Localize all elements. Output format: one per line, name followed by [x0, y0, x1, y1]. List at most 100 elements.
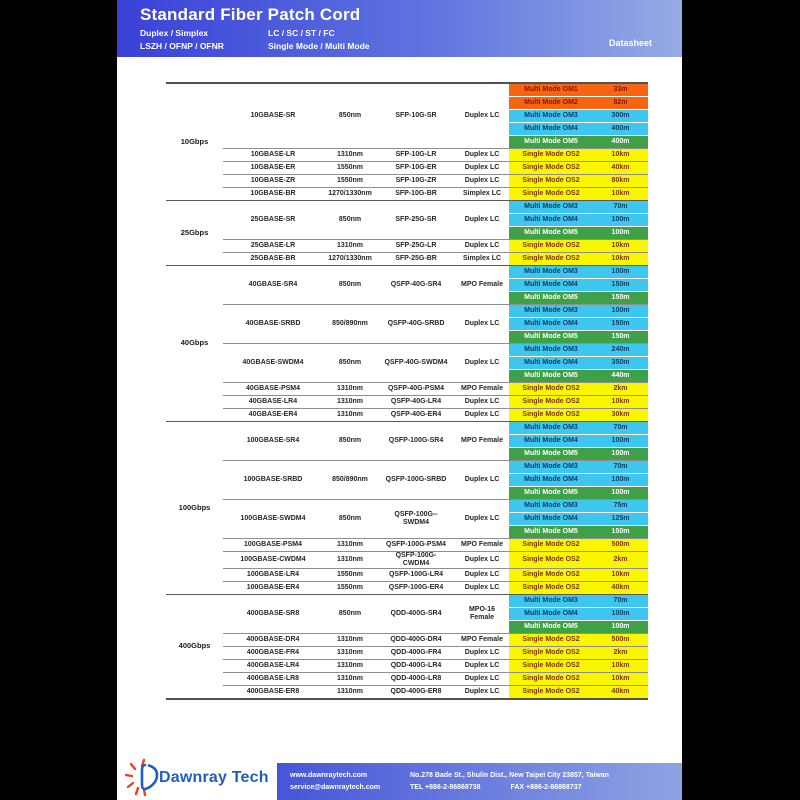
table-row: Multi Mode OM5 150m	[166, 291, 648, 305]
transceiver-cell: QDD-400G-SR4	[377, 594, 455, 634]
fiber-mode-cell: Multi Mode OM4	[509, 317, 593, 331]
fiber-mode-cell: Multi Mode OM4	[509, 434, 593, 448]
table-row: 25Gbps 25GBASE-SR 850nm SFP-25G-SR Duplex LC…	[166, 200, 648, 266]
table-row: 10GBASE-BR 1270/1330nm SFP-10G-BR Simplex L…	[166, 187, 648, 201]
distance-cell: 500m	[593, 633, 648, 647]
page-title: Standard Fiber Patch Cord	[140, 5, 361, 24]
fiber-mode-cell: Multi Mode OM1	[509, 82, 593, 97]
distance-cell: 70m	[593, 460, 648, 474]
distance-cell: 100m	[593, 265, 648, 279]
table-row: 10GBASE-LR 1310nm SFP-10G-LR Duplex LC Singl…	[166, 148, 648, 162]
fiber-mode-cell: Multi Mode OM5	[509, 486, 593, 500]
fiber-mode-cell: Multi Mode OM5	[509, 226, 593, 240]
fiber-mode-cell: Multi Mode OM4	[509, 278, 593, 292]
connector-cell: Duplex LC	[455, 174, 509, 188]
model-cell: 400GBASE-SR8	[223, 594, 323, 634]
fiber-mode-cell: Multi Mode OM5	[509, 447, 593, 461]
wavelength-cell: 850/890nm	[323, 304, 377, 344]
fiber-mode-cell: Single Mode OS2	[509, 174, 593, 188]
table-row: Multi Mode OM3 300m	[166, 109, 648, 123]
sun-icon	[125, 758, 159, 797]
footer-fax: FAX +886-2-86868737	[510, 783, 582, 791]
distance-cell: 100m	[593, 486, 648, 500]
fiber-mode-cell: Single Mode OS2	[509, 581, 593, 595]
fiber-mode-cell: Multi Mode OM5	[509, 135, 593, 149]
distance-cell: 10km	[593, 659, 648, 673]
wavelength-cell: 1550nm	[323, 161, 377, 175]
fiber-mode-cell: Multi Mode OM4	[509, 512, 593, 526]
wavelength-cell: 1550nm	[323, 581, 377, 595]
distance-cell: 125m	[593, 512, 648, 526]
distance-cell: 100m	[593, 434, 648, 448]
distance-cell: 70m	[593, 594, 648, 608]
distance-cell: 350m	[593, 356, 648, 370]
distance-cell: 440m	[593, 369, 648, 383]
distance-cell: 400m	[593, 135, 648, 149]
category-cell: 400Gbps	[166, 594, 223, 700]
table-row: 40GBASE-ER4 1310nm QSFP-40G-ER4 Duplex LC Si…	[166, 408, 648, 422]
fiber-mode-cell: Multi Mode OM3	[509, 499, 593, 513]
model-cell: 10GBASE-BR	[223, 187, 323, 201]
connector-cell: Duplex LC	[455, 82, 509, 149]
model-cell: 400GBASE-FR4	[223, 646, 323, 660]
transceiver-cell: QSFP-40G-SR4	[377, 265, 455, 305]
distance-cell: 70m	[593, 421, 648, 435]
connector-cell: Duplex LC	[455, 239, 509, 253]
model-cell: 10GBASE-ER	[223, 161, 323, 175]
fiber-mode-cell: Single Mode OS2	[509, 161, 593, 175]
table-row: 400GBASE-ER8 1310nm QDD-400G-ER8 Duplex LC S…	[166, 685, 648, 700]
patch-table-body: 10Gbps 10GBASE-SR 850nm SFP-10G-SR Duplex LC…	[166, 82, 648, 700]
fiber-mode-cell: Single Mode OS2	[509, 659, 593, 673]
category-cell: 10Gbps	[166, 82, 223, 201]
wavelength-cell: 1550nm	[323, 568, 377, 582]
connector-cell: Simplex LC	[455, 187, 509, 201]
transceiver-cell: SFP-25G-LR	[377, 239, 455, 253]
wavelength-cell: 1310nm	[323, 395, 377, 409]
wavelength-cell: 1310nm	[323, 148, 377, 162]
connector-cell: Duplex LC	[455, 568, 509, 582]
transceiver-cell: QDD-400G-LR4	[377, 659, 455, 673]
table-row: Multi Mode OM5 100m	[166, 447, 648, 461]
model-cell: 10GBASE-ZR	[223, 174, 323, 188]
table-row: Multi Mode OM5 100m	[166, 226, 648, 240]
fiber-mode-cell: Multi Mode OM4	[509, 122, 593, 136]
distance-cell: 150m	[593, 317, 648, 331]
category-cell: 100Gbps	[166, 420, 223, 595]
connector-cell: MPO Female	[455, 421, 509, 461]
fiber-mode-cell: Multi Mode OM5	[509, 620, 593, 634]
transceiver-cell: QSFP-100G- CWDM4	[377, 550, 455, 569]
logo-wordmark: Dawnray Tech	[159, 769, 269, 786]
fiber-mode-cell: Single Mode OS2	[509, 148, 593, 162]
fiber-mode-cell: Single Mode OS2	[509, 550, 593, 569]
table-row: Multi Mode OM4 100m	[166, 213, 648, 227]
model-cell: 400GBASE-DR4	[223, 633, 323, 647]
distance-cell: 2km	[593, 382, 648, 396]
fiber-mode-cell: Multi Mode OM4	[509, 356, 593, 370]
distance-cell: 400m	[593, 122, 648, 136]
transceiver-cell: QSFP-40G-LR4	[377, 395, 455, 409]
transceiver-cell: QSFP-40G-ER4	[377, 408, 455, 422]
distance-cell: 10km	[593, 568, 648, 582]
connector-cell: Duplex LC	[455, 460, 509, 500]
wavelength-cell: 1270/1330nm	[323, 252, 377, 266]
transceiver-cell: SFP-10G-ER	[377, 161, 455, 175]
transceiver-cell: QSFP-100G-LR4	[377, 568, 455, 582]
category-cell: 25Gbps	[166, 200, 223, 266]
connector-cell: Duplex LC	[455, 581, 509, 595]
table-row: 40GBASE-SWDM4 850nm QSFP-40G-SWDM4 Duplex L…	[166, 343, 648, 383]
wavelength-cell: 850nm	[323, 421, 377, 461]
wavelength-cell: 1310nm	[323, 239, 377, 253]
table-row: Multi Mode OM4 350m	[166, 356, 648, 370]
transceiver-cell: SFP-25G-BR	[377, 252, 455, 266]
wavelength-cell: 1310nm	[323, 538, 377, 552]
model-cell: 25GBASE-SR	[223, 200, 323, 240]
table-row: 400GBASE-DR4 1310nm QDD-400G-DR4 MPO Female…	[166, 633, 648, 647]
fiber-mode-cell: Multi Mode OM3	[509, 421, 593, 435]
fiber-mode-cell: Single Mode OS2	[509, 408, 593, 422]
footer-website: www.dawnraytech.com	[290, 771, 368, 779]
connector-cell: MPO Female	[455, 382, 509, 396]
connector-cell: Duplex LC	[455, 200, 509, 240]
fiber-mode-cell: Multi Mode OM5	[509, 369, 593, 383]
fiber-mode-cell: Single Mode OS2	[509, 538, 593, 552]
table-row: Multi Mode OM4 100m	[166, 434, 648, 448]
